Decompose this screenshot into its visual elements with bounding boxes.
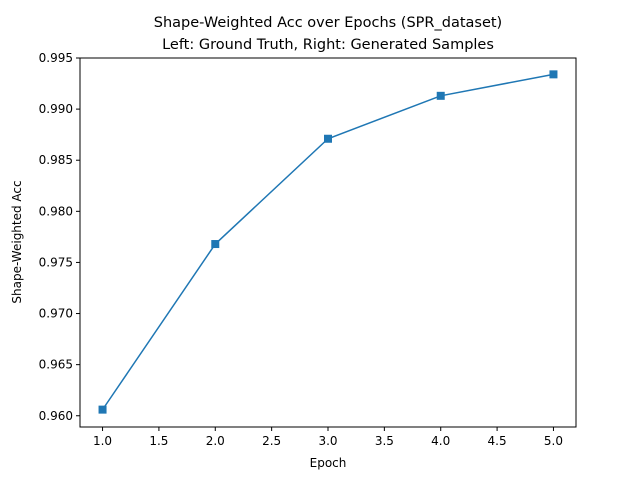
plot-frame — [79, 57, 577, 428]
data-point-marker — [324, 134, 332, 143]
y-tick-label: 0.980 — [39, 204, 73, 218]
x-tick-label: 4.0 — [431, 434, 450, 448]
plot-area — [98, 70, 558, 414]
x-tick-label: 4.5 — [488, 434, 507, 448]
x-axis-label: Epoch — [310, 456, 347, 470]
x-tick-label: 1.0 — [93, 434, 112, 448]
y-tick-label: 0.995 — [39, 51, 73, 65]
series-line — [101, 73, 554, 411]
x-tick-label: 3.5 — [375, 434, 394, 448]
y-tick-label: 0.985 — [39, 153, 73, 167]
x-tick-label: 5.0 — [544, 434, 563, 448]
y-axis: 0.960 0.965 0.970 0.975 0.980 0.985 0.990 0.995 — [39, 51, 80, 423]
x-tick-label: 2.0 — [206, 434, 225, 448]
y-tick-label: 0.990 — [39, 102, 73, 116]
data-point-marker — [98, 405, 107, 414]
chart-title-line2: Left: Ground Truth, Right: Generated Sam… — [162, 37, 494, 53]
y-tick-label: 0.970 — [39, 307, 73, 321]
y-tick-label: 0.975 — [39, 255, 73, 269]
x-tick-label: 1.5 — [149, 434, 168, 448]
data-point-marker — [436, 91, 445, 100]
data-point-marker — [211, 240, 220, 249]
y-tick-label: 0.965 — [39, 358, 73, 372]
chart-title-line1: Shape-Weighted Acc over Epochs (SPR_data… — [154, 15, 502, 31]
x-axis: 1.0 1.5 2.0 2.5 3.0 3.5 4.0 4.5 5.0 — [93, 427, 563, 448]
y-tick-label: 0.960 — [39, 409, 73, 423]
x-tick-label: 2.5 — [262, 434, 281, 448]
data-point-marker — [549, 70, 558, 79]
y-axis-label: Shape-Weighted Acc — [10, 180, 24, 303]
x-tick-label: 3.0 — [318, 434, 337, 448]
